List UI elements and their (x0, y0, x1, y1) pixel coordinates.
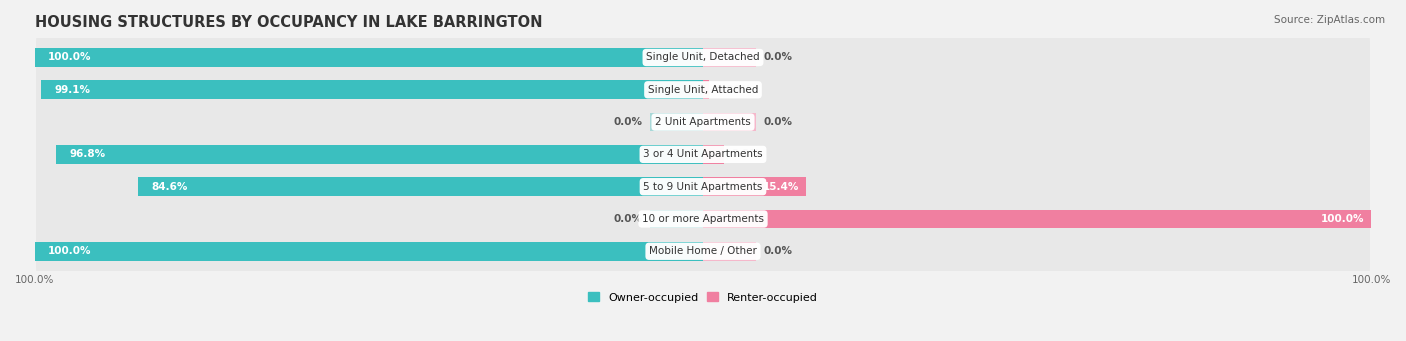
FancyBboxPatch shape (37, 150, 1369, 224)
Bar (41, 80, 703, 99)
FancyBboxPatch shape (37, 20, 1369, 95)
Bar (35, 48, 703, 67)
Text: 15.4%: 15.4% (763, 182, 799, 192)
Bar (703, 177, 806, 196)
Text: 100.0%: 100.0% (1322, 214, 1365, 224)
FancyBboxPatch shape (37, 53, 1369, 127)
Bar (650, 113, 703, 131)
Bar (35, 242, 703, 261)
Text: 0.0%: 0.0% (763, 117, 792, 127)
FancyBboxPatch shape (37, 214, 1369, 288)
Text: 84.6%: 84.6% (150, 182, 187, 192)
Text: 5 to 9 Unit Apartments: 5 to 9 Unit Apartments (644, 182, 762, 192)
Text: Single Unit, Detached: Single Unit, Detached (647, 53, 759, 62)
Bar (650, 210, 703, 228)
Text: 10 or more Apartments: 10 or more Apartments (643, 214, 763, 224)
Text: 0.0%: 0.0% (763, 246, 792, 256)
FancyBboxPatch shape (37, 182, 1369, 256)
Text: HOUSING STRUCTURES BY OCCUPANCY IN LAKE BARRINGTON: HOUSING STRUCTURES BY OCCUPANCY IN LAKE … (35, 15, 543, 30)
Bar (703, 113, 756, 131)
Text: 2 Unit Apartments: 2 Unit Apartments (655, 117, 751, 127)
FancyBboxPatch shape (37, 117, 1369, 192)
FancyBboxPatch shape (37, 85, 1369, 159)
Text: 3.2%: 3.2% (731, 149, 761, 159)
Legend: Owner-occupied, Renter-occupied: Owner-occupied, Renter-occupied (583, 287, 823, 307)
Bar (138, 177, 703, 196)
Text: 0.88%: 0.88% (716, 85, 752, 95)
Bar (703, 48, 756, 67)
Text: 0.0%: 0.0% (614, 214, 643, 224)
Text: Mobile Home / Other: Mobile Home / Other (650, 246, 756, 256)
Bar (703, 80, 709, 99)
Text: 100.0%: 100.0% (48, 246, 91, 256)
Bar (56, 145, 703, 164)
Text: Source: ZipAtlas.com: Source: ZipAtlas.com (1274, 15, 1385, 25)
Text: 99.1%: 99.1% (53, 85, 90, 95)
Text: 0.0%: 0.0% (614, 117, 643, 127)
Text: Single Unit, Attached: Single Unit, Attached (648, 85, 758, 95)
Text: 96.8%: 96.8% (69, 149, 105, 159)
Bar (703, 242, 756, 261)
Text: 3 or 4 Unit Apartments: 3 or 4 Unit Apartments (643, 149, 763, 159)
Text: 100.0%: 100.0% (48, 53, 91, 62)
Text: 0.0%: 0.0% (763, 53, 792, 62)
Bar (703, 145, 724, 164)
Bar (703, 210, 1371, 228)
